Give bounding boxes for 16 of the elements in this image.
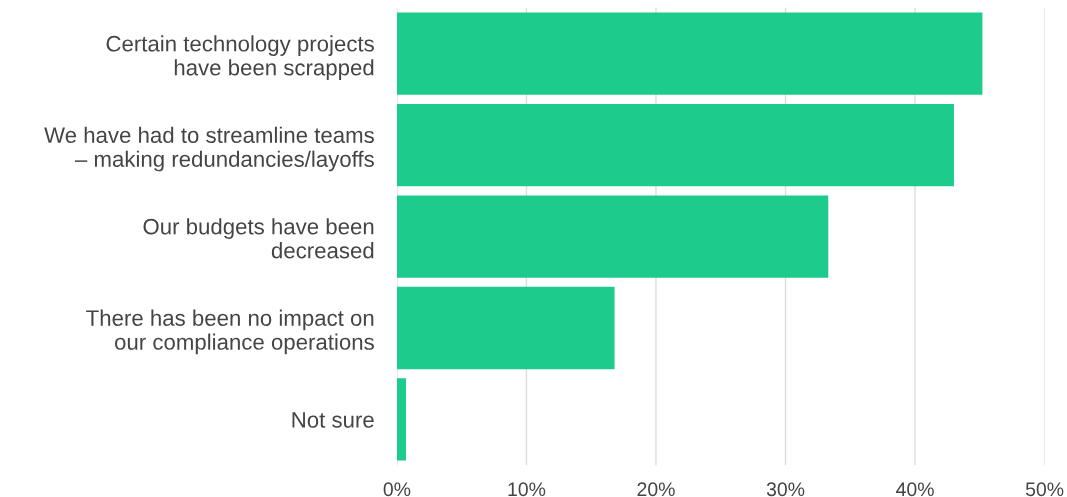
bar	[396, 12, 983, 95]
bar	[396, 195, 829, 278]
x-tick-label: 20%	[637, 482, 675, 497]
bar	[396, 286, 615, 370]
bar	[396, 103, 954, 187]
y-tick-label: Our budgets have been decreased	[143, 218, 374, 259]
y-tick-label: Not sure	[292, 412, 374, 428]
bar	[396, 378, 406, 461]
x-tick-label: 30%	[766, 482, 805, 497]
y-tick-label: We have had to streamline teams – making redundancies/layoffs	[44, 126, 374, 172]
x-tick-label: 40%	[896, 482, 934, 497]
x-tick-label: 10%	[508, 482, 546, 497]
y-tick-label: There has been no impact on our compliance operations	[86, 309, 374, 355]
x-tick-label: 0%	[383, 482, 411, 497]
x-tick-label: 50%	[1025, 482, 1064, 497]
y-tick-label: Certain technology projects have been scrapped	[106, 35, 374, 80]
